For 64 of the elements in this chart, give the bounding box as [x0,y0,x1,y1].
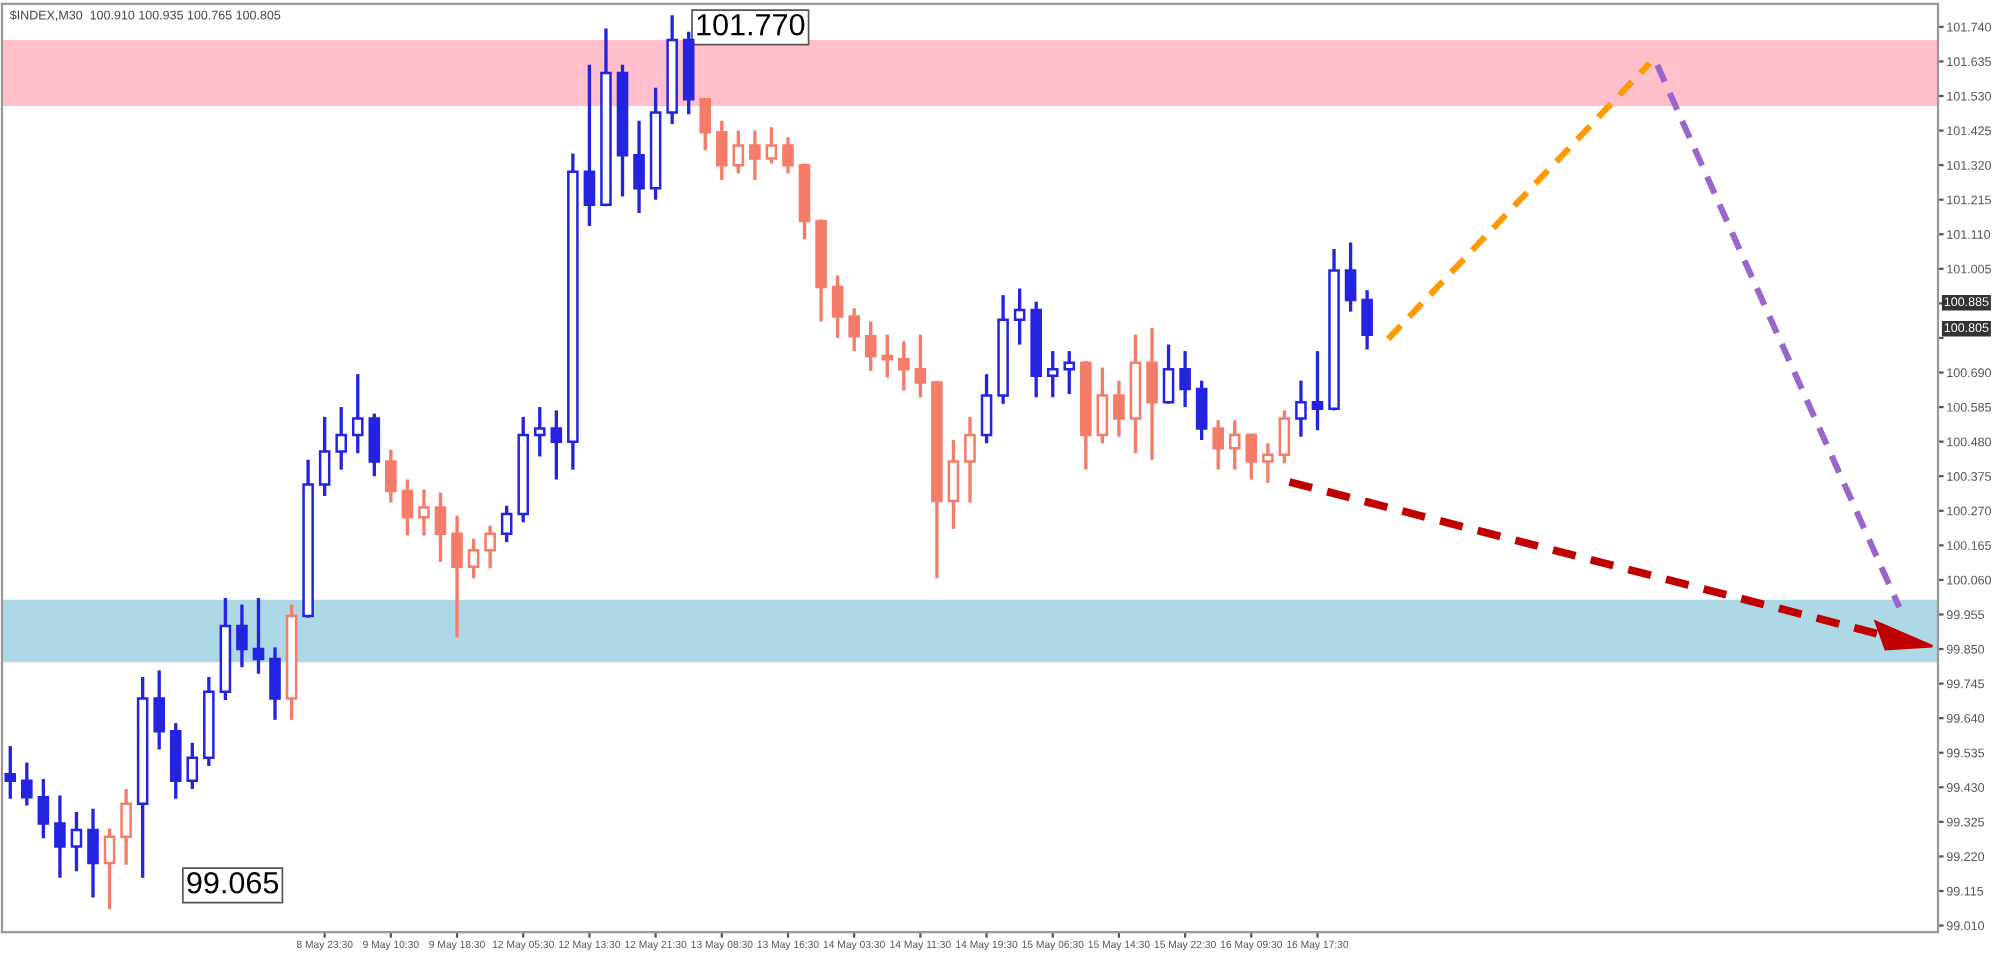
candlestick [914,334,927,398]
candlestick [418,489,430,536]
candlestick [633,120,645,213]
candlestick [4,746,17,799]
candlestick [1245,433,1258,480]
candlestick [401,479,414,536]
candlestick [351,374,364,454]
candlestick [1228,420,1241,470]
annotation: 99.065 [187,871,279,894]
candlestick [54,795,66,878]
candlestick [1162,344,1175,404]
candlestick [103,828,116,910]
candlestick [236,604,248,668]
candlestick [37,779,50,839]
candlestick [583,64,596,227]
candlestick [831,275,844,338]
candlestick [252,597,265,674]
candlestick [385,449,397,503]
candlestick [1212,420,1225,470]
candlestick [782,137,794,174]
candlestick [964,416,976,503]
candlestick [1344,242,1357,312]
candlestick [699,97,712,151]
candlestick [732,130,745,174]
candlestick [434,492,447,562]
candlestick [980,374,993,444]
candlestick [368,413,381,477]
candlestick [1262,443,1274,483]
candlestick [186,742,199,789]
candlestick [120,788,132,865]
candlestick [1113,380,1125,437]
candlestick [500,505,513,543]
candlestick [1013,288,1026,345]
candlestick [1096,367,1109,444]
candlestick [1361,290,1373,350]
candlestick [1311,351,1324,431]
candlestick [335,407,348,470]
candlestick [947,439,960,529]
candlestick [715,120,728,180]
candlestick [1195,380,1208,441]
candlestick [1046,351,1059,398]
candlestick [153,670,165,750]
candlestick [1063,351,1076,394]
candlestick [1278,410,1291,464]
candlestick [881,334,894,378]
candlestick [269,647,281,720]
candlestick [70,811,83,872]
candlestick [898,341,910,391]
annotation: 101.770 [697,13,805,36]
candlestick [467,538,480,579]
candlestick [451,515,463,638]
candlestick [533,407,546,457]
candlestick [484,525,496,569]
candlestick [87,808,99,898]
candlestick [1179,351,1191,408]
candlestick [864,321,877,371]
candlestick [318,416,331,496]
candlestick [765,127,778,164]
candlestick [749,130,761,180]
candlestick [848,308,860,352]
candlestick [550,410,563,480]
candlestick [21,762,33,806]
candlestick [1146,328,1158,460]
candlestick [1295,380,1307,437]
